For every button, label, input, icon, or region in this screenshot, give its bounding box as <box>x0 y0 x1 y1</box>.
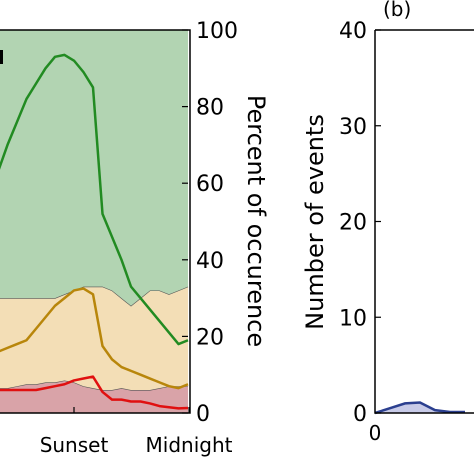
y-tick-label: 80 <box>196 96 224 121</box>
x-axis-ticks-b: 0 <box>369 421 382 445</box>
y-tick-label-b: 40 <box>339 19 367 44</box>
legend-marker <box>0 50 3 64</box>
right-axis-ticks: 0 20 40 60 80 100 <box>182 19 238 427</box>
y-tick-label-b: 10 <box>339 306 367 331</box>
panel-b: 0 10 20 30 40 0 Number of events (b) <box>301 0 474 445</box>
y-tick-label-b: 30 <box>339 115 367 140</box>
stacked-areas <box>0 30 189 413</box>
y-tick-label: 100 <box>196 19 238 44</box>
events-area <box>374 401 465 415</box>
events-line <box>374 401 465 415</box>
x-tick-label: Midnight <box>146 433 233 457</box>
series-line-0 <box>0 53 189 346</box>
y-tick-label: 60 <box>196 172 224 197</box>
plot-frame-b <box>374 30 474 414</box>
left-axis-label: Number of events <box>301 114 329 330</box>
x-tick-label: Sunset <box>40 433 109 457</box>
plot-frame-a <box>0 29 191 414</box>
stacked-area-2 <box>0 30 188 306</box>
x-tick-label-b: 0 <box>369 421 382 445</box>
y-tick-label: 0 <box>196 402 210 427</box>
right-axis-label: Percent of occurence <box>242 95 270 347</box>
x-axis-ticks: Sunset Midnight <box>40 407 233 457</box>
panel-label: (b) <box>383 0 411 21</box>
stacked-area-1 <box>0 286 188 391</box>
panel-a: 0 20 40 60 80 100 Sunset Midnight Percent of o… <box>0 19 270 457</box>
y-tick-label: 20 <box>196 325 224 350</box>
y-tick-label: 40 <box>196 249 224 274</box>
series-lines <box>0 50 189 410</box>
series-line-2 <box>0 375 189 410</box>
left-axis-ticks: 0 10 20 30 40 <box>339 19 381 427</box>
y-tick-label-b: 20 <box>339 211 367 236</box>
y-tick-label-b: 0 <box>353 402 367 427</box>
events-fill <box>375 402 465 413</box>
series-line-1 <box>0 287 189 390</box>
